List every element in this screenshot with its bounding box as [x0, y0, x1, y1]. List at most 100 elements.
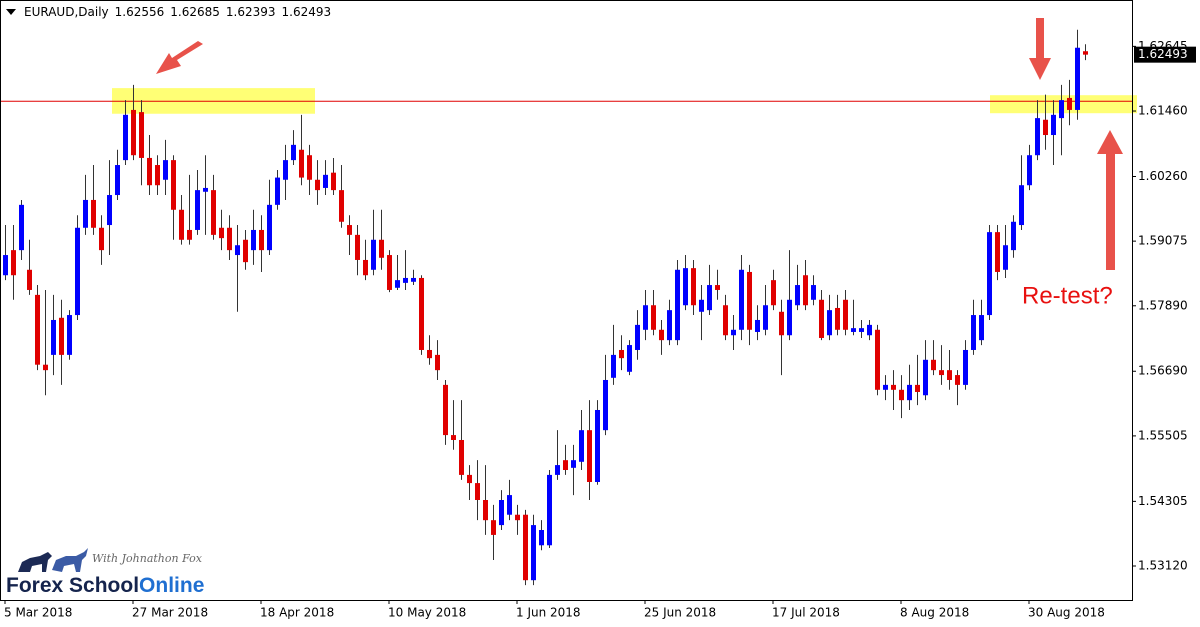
candle-body	[347, 225, 352, 235]
candle-body	[307, 155, 312, 180]
candle-body	[331, 172, 336, 191]
last-price-label: 1.62493	[1138, 47, 1188, 61]
candle-body	[859, 328, 864, 332]
x-tick-label: 27 Mar 2018	[132, 606, 208, 620]
candle-body	[827, 310, 832, 336]
candle-body	[531, 525, 536, 581]
candle-body	[451, 435, 456, 440]
candle-body	[747, 271, 752, 330]
chart-header: EURAUD,Daily 1.62556 1.62685 1.62393 1.6…	[6, 5, 331, 19]
candle-body	[243, 239, 248, 263]
candle-body	[339, 190, 344, 222]
candle-body	[11, 250, 16, 276]
candle-body	[259, 229, 264, 251]
candle-body	[403, 277, 408, 283]
logo-brand: Forex SchoolOnline	[6, 574, 204, 598]
x-tick-label: 18 Apr 2018	[260, 606, 334, 620]
candle-body	[315, 179, 320, 191]
candle-body	[195, 190, 200, 230]
candle-body	[515, 514, 520, 521]
candle-body	[115, 165, 120, 196]
candle-body	[667, 310, 672, 341]
candle-body	[163, 160, 168, 180]
candle-body	[779, 311, 784, 336]
candle-body	[147, 157, 152, 186]
candle-body	[843, 299, 848, 330]
candle-body	[867, 324, 872, 336]
candle-body	[83, 199, 88, 228]
candle-body	[787, 299, 792, 336]
x-tick-label: 5 Mar 2018	[4, 606, 72, 620]
candle-body	[987, 232, 992, 316]
candle-body	[1027, 155, 1032, 186]
candle-body	[427, 349, 432, 359]
candle-body	[947, 370, 952, 380]
candle-body	[491, 520, 496, 535]
candle-body	[547, 474, 552, 546]
candle-body	[211, 190, 216, 235]
menu-triangle[interactable]	[6, 9, 16, 15]
arrow	[1029, 18, 1051, 80]
candle-body	[723, 305, 728, 336]
candle-body	[771, 280, 776, 306]
candle-body	[619, 349, 624, 359]
x-tick-label: 25 Jun 2018	[644, 606, 716, 620]
candle-body	[955, 375, 960, 385]
candle-body	[59, 317, 64, 355]
candle-body	[475, 483, 480, 500]
candle-body	[19, 204, 24, 251]
x-tick-label: 1 Jun 2018	[516, 606, 581, 620]
candle-body	[1011, 221, 1016, 251]
candle-body	[379, 239, 384, 258]
y-tick-label: 1.55505	[1138, 428, 1188, 442]
candle-body	[739, 269, 744, 330]
candle-body	[587, 430, 592, 482]
ohlc-high: 1.62685	[170, 5, 220, 19]
candle-body	[579, 430, 584, 462]
x-tick-label: 10 May 2018	[388, 606, 466, 620]
candle-body	[715, 285, 720, 290]
y-tick-label: 1.61460	[1138, 104, 1188, 118]
candle-body	[763, 305, 768, 330]
candle-body	[411, 277, 416, 282]
y-tick-label: 1.53120	[1138, 559, 1188, 573]
ohlc-open: 1.62556	[114, 5, 165, 19]
candle-body	[291, 144, 296, 161]
logo-text: Online	[139, 574, 205, 597]
candle-body	[35, 294, 40, 365]
candle-body	[995, 232, 1000, 272]
candle-body	[795, 285, 800, 306]
candle-body	[811, 285, 816, 300]
y-tick-label: 1.59075	[1138, 234, 1188, 248]
candle-body	[1043, 119, 1048, 136]
candle-body	[363, 259, 368, 276]
annotation: Re-test?	[1022, 282, 1113, 309]
candle-body	[707, 285, 712, 311]
arrow	[156, 41, 203, 74]
candle-body	[75, 227, 80, 316]
symbol: EURAUD,Daily	[24, 5, 109, 19]
candle-body	[611, 354, 616, 378]
candle-body	[651, 305, 656, 330]
y-tick-label: 1.57890	[1138, 298, 1188, 312]
candle-body	[691, 268, 696, 306]
candle-body	[139, 112, 144, 158]
candle-body	[483, 500, 488, 521]
candle-body	[971, 315, 976, 350]
candle-body	[643, 305, 648, 330]
candle-body	[155, 165, 160, 186]
candle-body	[635, 324, 640, 350]
logo-icon	[18, 548, 88, 572]
candle-body	[1067, 97, 1072, 110]
y-tick-label: 1.60260	[1138, 169, 1188, 183]
candle-body	[659, 329, 664, 341]
logo-tagline: With Johnathon Fox	[92, 552, 202, 565]
candle-body	[883, 384, 888, 390]
candle-body	[963, 349, 968, 385]
candle-body	[627, 345, 632, 372]
y-tick-label: 1.56690	[1138, 364, 1188, 378]
x-tick-label: 30 Aug 2018	[1028, 606, 1105, 620]
arrows	[156, 18, 1123, 270]
candle-body	[443, 384, 448, 436]
candle-body	[203, 187, 208, 192]
